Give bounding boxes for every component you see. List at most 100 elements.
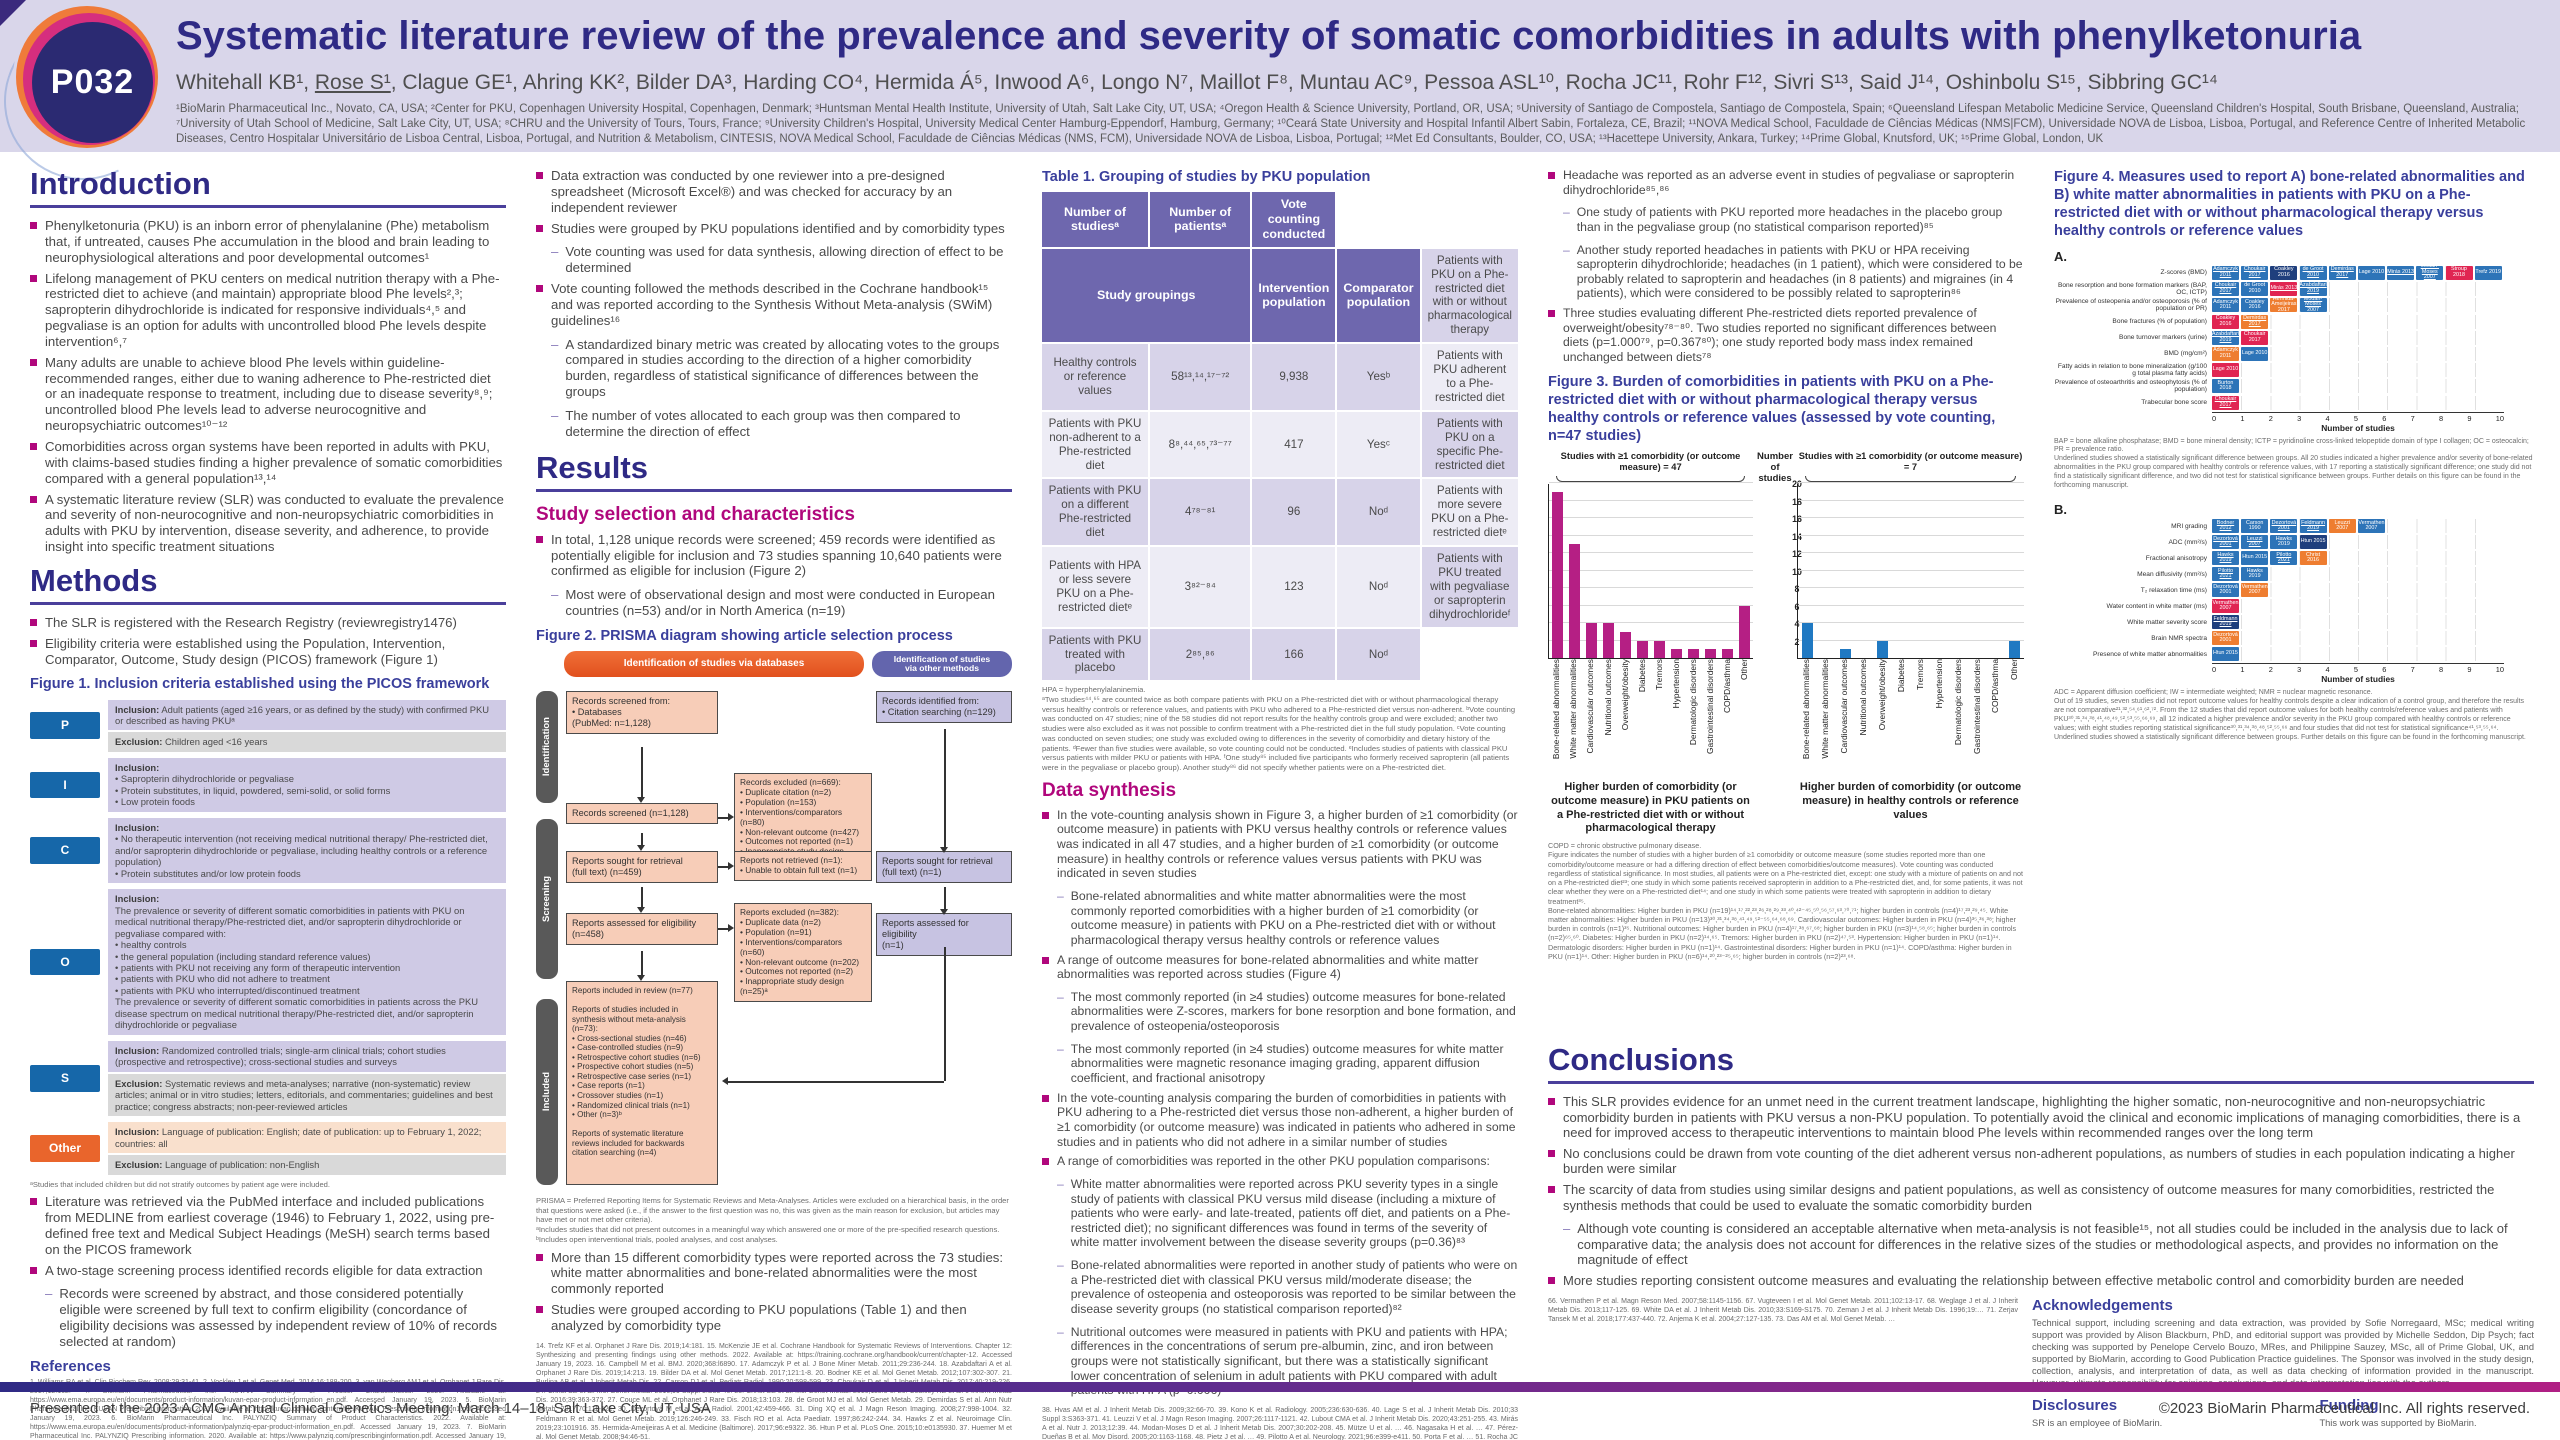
gridline bbox=[1798, 622, 2024, 624]
sub-bullet-text: Bone-related abnormalities and white mat… bbox=[1070, 888, 1496, 947]
bullet-item: In the vote-counting analysis comparing … bbox=[1042, 1091, 1518, 1150]
results-bullets: In total, 1,128 unique records were scre… bbox=[536, 532, 1012, 619]
picos-cells: Inclusion: Randomized controlled trials;… bbox=[108, 1040, 506, 1117]
study-chip: Hermida-Ameijeiras 2017 bbox=[2270, 298, 2298, 313]
picos-cells: Inclusion: Adult patients (aged ≥16 year… bbox=[108, 699, 506, 752]
bar-bone-related-abnormalities bbox=[1552, 491, 1563, 659]
data-synthesis-bullets: In the vote-counting analysis shown in F… bbox=[1042, 808, 1518, 1398]
sub-bullet-dash: – bbox=[45, 1286, 53, 1302]
table1-cell: Yesᶜ bbox=[1337, 411, 1420, 478]
sub-bullet-text: The most commonly reported (in ≥4 studie… bbox=[1070, 989, 1516, 1034]
table1-cell: Yesᵇ bbox=[1337, 344, 1420, 410]
study-chip: Choukair 2017 bbox=[2212, 395, 2239, 410]
poster-title: Systematic literature review of the prev… bbox=[176, 14, 2362, 58]
bar-slot bbox=[1873, 484, 1892, 659]
sub-bullet-text: Most were of observational design and mo… bbox=[565, 587, 995, 619]
study-chip: Modan-Moses 2007 bbox=[2299, 298, 2327, 313]
bullet-square bbox=[30, 442, 37, 450]
bullet-text: Many adults are unable to achieve blood … bbox=[45, 354, 493, 434]
picos-cells: Inclusion: • Sapropterin dihydrochloride… bbox=[108, 757, 506, 812]
table1-cell: 9,938 bbox=[1252, 344, 1336, 410]
y-tick: 20 bbox=[1792, 479, 1802, 490]
study-chip: Leuzzi 2007 bbox=[2241, 535, 2269, 550]
bullet-text: More studies reporting consistent outcom… bbox=[1563, 1272, 2464, 1288]
study-chips: Dezortová 2001 bbox=[2212, 631, 2504, 646]
bar-copd-asthma bbox=[1722, 649, 1733, 659]
measure-label: Bone fractures (% of population) bbox=[2112, 317, 2207, 325]
figure2-footnote: PRISMA = Preferred Reporting Items for S… bbox=[536, 1196, 1009, 1244]
sub-bullet-item: – Although vote counting is considered an… bbox=[1563, 1221, 2534, 1268]
bullet-text: Studies were grouped according to PKU po… bbox=[551, 1302, 967, 1333]
measure-row: Bone resorption and bone formation marke… bbox=[2054, 282, 2534, 297]
category-label: Bone-related abnormalities bbox=[1801, 659, 1812, 760]
sub-bullet-dash: – bbox=[1057, 888, 1064, 903]
bullet-item: The scarcity of data from studies using … bbox=[1548, 1182, 2534, 1213]
sub-bullet-text: Although vote counting is considered an … bbox=[1577, 1221, 2508, 1268]
table1-cell: 58¹³,¹⁴,¹⁷⁻⁷² bbox=[1150, 344, 1251, 410]
affiliations: ¹BioMarin Pharmaceutical Inc., Novato, C… bbox=[176, 103, 2526, 145]
bullet-text: Studies were grouped by PKU populations … bbox=[551, 220, 1005, 236]
bullet-text: Phenylketonuria (PKU) is an inborn error… bbox=[45, 218, 490, 265]
bullet-square bbox=[30, 639, 37, 647]
x-tick: 6 bbox=[2382, 413, 2387, 423]
bullet-text: Lifelong management of PKU centers on me… bbox=[45, 270, 500, 349]
study-chips: Choukair 2017 de Groot 2010 Mirás 2013 Azab… bbox=[2212, 281, 2504, 296]
picos-key: P bbox=[30, 712, 100, 740]
prisma-box-reports-sought: Reports sought for retrieval (full text)… bbox=[566, 851, 718, 883]
study-chip: Bodner 2012 bbox=[2212, 519, 2239, 534]
table1: Study groupings Number of studiesᵃ Numbe… bbox=[1042, 192, 1518, 681]
study-chip: Feldmann 2019 bbox=[2212, 615, 2239, 630]
figure1-title: Figure 1. Inclusion criteria established… bbox=[30, 676, 490, 693]
bar-other bbox=[1739, 605, 1750, 659]
category-label: Other bbox=[2009, 659, 2020, 681]
figure4-panel-a-footnote: BAP = bone alkaline phosphatase; BMD = b… bbox=[2054, 437, 2533, 490]
bullet-square bbox=[30, 618, 37, 626]
gridline bbox=[1798, 587, 2024, 589]
study-chip: Dezortová 2001 bbox=[2270, 519, 2298, 534]
bullet-item: No conclusions could be drawn from vote … bbox=[1548, 1146, 2534, 1177]
figure3-right-caption: Higher burden of comorbidity (or outcome… bbox=[1799, 781, 2022, 821]
gridline bbox=[1549, 534, 1753, 536]
bar-slot bbox=[1798, 484, 1817, 659]
category-label: Tremors bbox=[1914, 659, 1925, 691]
gridline bbox=[1798, 604, 2024, 606]
picos-inclusion-cell: Inclusion: Adult patients (aged ≥16 year… bbox=[108, 699, 506, 731]
study-chips: Burton 2018 bbox=[2212, 379, 2504, 394]
bullet-text: A range of comorbidities was reported in… bbox=[1057, 1154, 1490, 1169]
sub-bullet-item: – Bone-related abnormalities were reporte… bbox=[1057, 1258, 1518, 1317]
x-tick: 9 bbox=[2467, 665, 2472, 675]
bar-slot bbox=[1892, 484, 1911, 658]
bar-slot bbox=[1967, 484, 1986, 658]
gridline bbox=[1549, 482, 1753, 484]
subheading-data-synthesis: Data synthesis bbox=[1042, 779, 1177, 801]
measure-row: Bone turnover markers (urine) Azabdaftari… bbox=[2054, 330, 2534, 345]
bullet-square bbox=[1548, 1098, 1555, 1105]
prisma-stage-identification: Identification bbox=[536, 691, 558, 803]
table1-cell: 4⁷⁸⁻⁸¹ bbox=[1150, 479, 1251, 546]
measure-row: Mean diffusivity (mm²/s) Pilotto 2021 Hawk… bbox=[2054, 567, 2534, 582]
study-chip: Christ 2016 bbox=[2299, 551, 2327, 566]
bar-other bbox=[2009, 640, 2021, 659]
study-chip: Choukair 2017 bbox=[2241, 265, 2269, 280]
x-tick: 10 bbox=[2495, 413, 2504, 423]
study-chips: Bodner 2012 Carson 1990 Dezortová 2001 Feld… bbox=[2212, 519, 2504, 534]
measure-row: Prevalence of osteopenia and/or osteopor… bbox=[2054, 298, 2534, 313]
figure3-right-plot bbox=[1797, 482, 2024, 660]
prisma-stage-screening: Screening bbox=[536, 819, 558, 979]
picos-inclusion-cell: Inclusion: • Sapropterin dihydrochloride… bbox=[108, 757, 506, 812]
gridline bbox=[1549, 639, 1753, 641]
study-chip: Hawks 2019 bbox=[2270, 535, 2298, 550]
category-label: COPD/asthma bbox=[1722, 659, 1733, 714]
category-label: Gastrointestinal disorders bbox=[1705, 659, 1716, 755]
figure3-footnote: COPD = chronic obstructive pulmonary dis… bbox=[1548, 841, 2024, 961]
bullet-text: The scarcity of data from studies using … bbox=[1563, 1181, 2495, 1213]
bullet-item: More studies reporting consistent outcom… bbox=[1548, 1273, 2534, 1289]
study-chip: Dezortová 2001 bbox=[2212, 583, 2239, 598]
bullet-text: More than 15 different comorbidity types… bbox=[551, 1249, 1004, 1297]
table1-col-comparator: Comparator population bbox=[1337, 248, 1420, 343]
table1-cell: Patients with PKU on a specific Phe-rest… bbox=[1421, 411, 1518, 478]
measure-row: ADC (mm²/s) Dezortová 2001 Leuzzi 2007 Hawk… bbox=[2054, 535, 2534, 550]
sub-bullet-item: – Nutritional outcomes were measured in p… bbox=[1057, 1325, 1518, 1398]
figure3-right-categories: Bone-related abnormalities White matter a… bbox=[1797, 659, 2024, 777]
bar-slot bbox=[1583, 484, 1600, 659]
